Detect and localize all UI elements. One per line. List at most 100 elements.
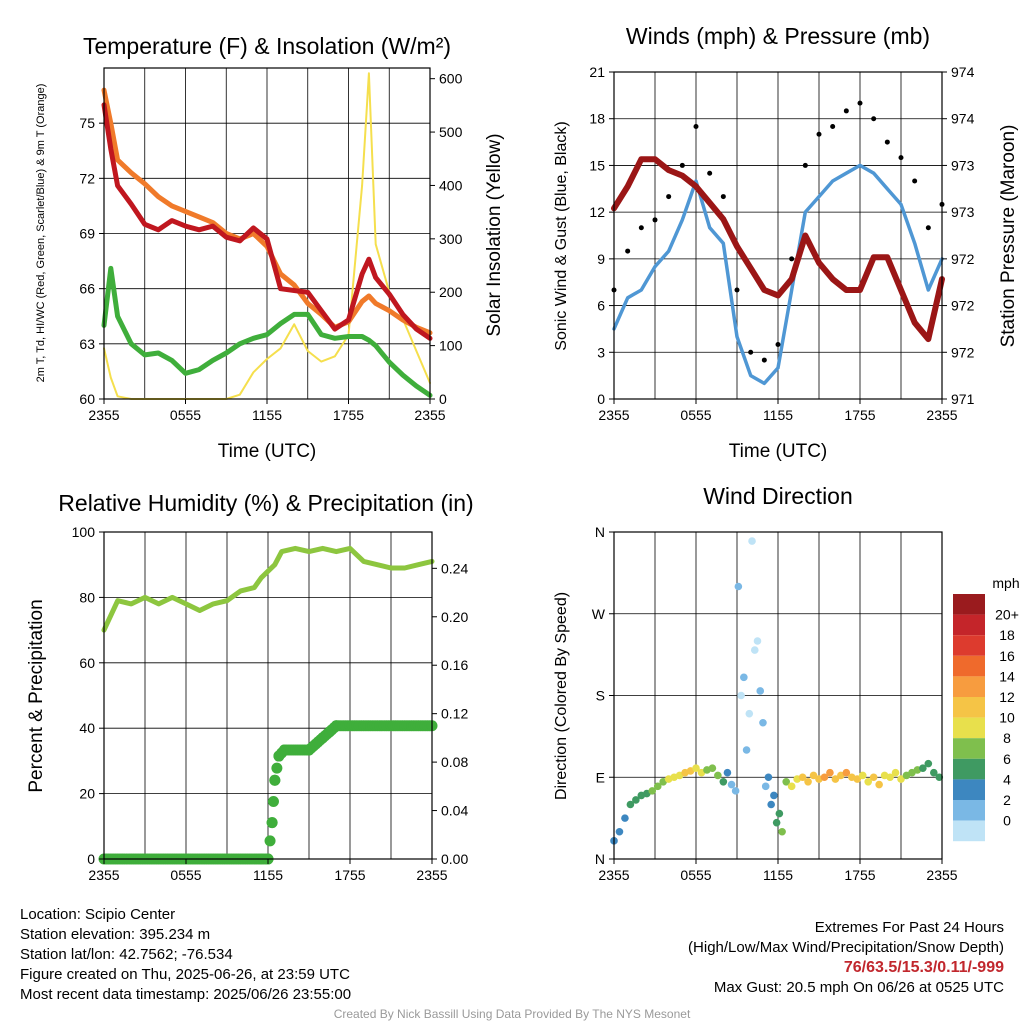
wind-direction-point bbox=[858, 771, 867, 780]
precip-point bbox=[267, 795, 279, 807]
wind-direction-point bbox=[727, 780, 736, 789]
wind-direction-point bbox=[778, 827, 786, 836]
gust-point bbox=[925, 225, 931, 231]
winds-ytick-label: 15 bbox=[589, 157, 605, 173]
gust-point bbox=[775, 342, 781, 347]
winds-title: Winds (mph) & Pressure (mb) bbox=[626, 23, 930, 49]
temperature-ytick-label: 63 bbox=[79, 336, 95, 352]
speed-legend-label: 4 bbox=[1003, 771, 1011, 787]
speed-legend-swatch bbox=[953, 758, 985, 780]
gust-point bbox=[802, 162, 808, 168]
gust-point bbox=[789, 256, 795, 262]
gust-point bbox=[638, 225, 644, 231]
wind-direction-point bbox=[782, 777, 790, 786]
credit-line: Created By Nick Bassill Using Data Provi… bbox=[333, 1007, 691, 1021]
winds-series bbox=[611, 100, 945, 386]
recent-timestamp: Most recent data timestamp: 2025/06/26 2… bbox=[20, 986, 352, 1003]
humidity-xtick-label: 1755 bbox=[334, 867, 365, 883]
temperature-xtick-label: 0555 bbox=[170, 407, 201, 423]
winds-xtick-label: 1755 bbox=[844, 407, 875, 423]
wind-direction-point bbox=[809, 771, 818, 780]
speed-legend-label: 2 bbox=[1003, 792, 1011, 808]
wind-direction-point bbox=[919, 764, 927, 772]
wind-direction-point bbox=[745, 709, 754, 718]
precip-ytick-label: 0.08 bbox=[441, 754, 468, 770]
wind-direction-point bbox=[820, 773, 829, 782]
temperature-grid bbox=[104, 68, 430, 400]
wind-direction-point bbox=[737, 691, 745, 700]
precip-ytick-label: 0.04 bbox=[441, 803, 468, 819]
extremes-title: Extremes For Past 24 Hours bbox=[814, 919, 1004, 936]
wind-speed-line bbox=[612, 163, 944, 386]
wind-direction-point bbox=[753, 637, 762, 645]
speed-legend-label: 16 bbox=[999, 648, 1015, 664]
wind-direction-ytick-label: W bbox=[592, 606, 606, 622]
precip-point bbox=[266, 817, 278, 829]
pressure-ytick-label: 971 bbox=[951, 391, 975, 407]
temperature-xlabel: Time (UTC) bbox=[218, 441, 317, 462]
wind-direction-title: Wind Direction bbox=[703, 483, 853, 509]
temperature-ytick-label: 69 bbox=[79, 226, 95, 242]
wind-direction-point bbox=[761, 782, 770, 791]
temperature-ticks: 2355 0555 1155 1755 235560636669727501002003… bbox=[79, 71, 462, 423]
wind-direction-point bbox=[692, 764, 700, 772]
wind-direction-point bbox=[742, 746, 751, 754]
extremes-info: Extremes For Past 24 Hours (High/Low/Max… bbox=[688, 918, 1004, 998]
gust-point bbox=[884, 139, 890, 145]
temperature-ytick-label: 60 bbox=[79, 391, 95, 407]
wind-direction-point bbox=[767, 800, 775, 809]
precip-ytick-label: 0.16 bbox=[441, 657, 468, 673]
wind-direction-ytick-label: E bbox=[596, 769, 605, 785]
humidity-ytick-label: 80 bbox=[79, 589, 95, 605]
winds-ticks: 2355 0555 1155 1755 235503691215182197197297… bbox=[589, 64, 974, 423]
wind-direction-point bbox=[632, 796, 640, 804]
temperature-ylabel: 2m T, Td, HI/WC (Red, Green, Scarlet/Blu… bbox=[35, 84, 47, 383]
wind-direction-point bbox=[621, 814, 629, 822]
gust-point bbox=[898, 155, 904, 161]
humidity-ticks: 2355 0555 1155 1755 23550204060801000.000.04… bbox=[72, 524, 469, 883]
gust-point bbox=[693, 124, 699, 129]
wind-direction-point bbox=[764, 773, 773, 782]
wind-direction-point bbox=[798, 773, 807, 782]
temperature-xtick-label: 1755 bbox=[333, 407, 364, 423]
winds-ylabel: Sonic Wind & Gust (Blue, Black) bbox=[553, 121, 570, 350]
max-gust: Max Gust: 20.5 mph On 06/26 at 0525 UTC bbox=[713, 979, 1004, 996]
speed-legend-swatch bbox=[953, 594, 985, 615]
speed-legend-label: 10 bbox=[999, 710, 1015, 726]
humidity-ytick-label: 40 bbox=[79, 720, 95, 736]
pressure-ytick-label: 973 bbox=[951, 204, 975, 220]
gust-point bbox=[816, 131, 822, 137]
temperature-xtick-label: 1155 bbox=[252, 407, 282, 423]
winds-ytick-label: 3 bbox=[597, 344, 605, 360]
gust-point bbox=[625, 248, 631, 254]
precip-ytick-label: 0.24 bbox=[441, 560, 468, 576]
insolation-ylabel: Solar Insolation (Yellow) bbox=[484, 133, 505, 336]
wind-direction-point bbox=[714, 771, 722, 780]
wind-direction-point bbox=[831, 775, 840, 783]
wind-direction-point bbox=[759, 718, 767, 727]
gust-point bbox=[761, 357, 767, 363]
pressure-ytick-label: 972 bbox=[951, 251, 975, 267]
wind-direction-point bbox=[772, 818, 781, 827]
temperature-xtick-label: 2355 bbox=[88, 407, 119, 423]
gust-point bbox=[734, 287, 740, 293]
speed-legend-label: 0 bbox=[1003, 813, 1011, 829]
wind-direction-ytick-label: N bbox=[595, 851, 605, 867]
green-dewpoint-line bbox=[101, 265, 433, 398]
gust-point bbox=[830, 124, 836, 129]
winds-xtick-label: 2355 bbox=[598, 407, 629, 423]
speed-legend-swatch bbox=[953, 779, 985, 800]
wind-direction-point bbox=[626, 800, 635, 809]
wind-direction-xtick-label: 0555 bbox=[680, 867, 711, 883]
humidity-ytick-label: 20 bbox=[79, 786, 95, 802]
insolation-ytick-label: 300 bbox=[439, 231, 463, 247]
speed-legend-swatch bbox=[953, 697, 985, 718]
temperature-ytick-label: 72 bbox=[79, 170, 95, 186]
wind-direction-point bbox=[756, 687, 765, 695]
wind-direction-point bbox=[648, 787, 657, 795]
winds-xlabel: Time (UTC) bbox=[729, 441, 828, 462]
precip-point bbox=[271, 762, 283, 774]
wind-direction-point bbox=[924, 759, 933, 768]
wind-direction-point bbox=[750, 646, 759, 654]
insolation-ytick-label: 200 bbox=[439, 284, 463, 300]
